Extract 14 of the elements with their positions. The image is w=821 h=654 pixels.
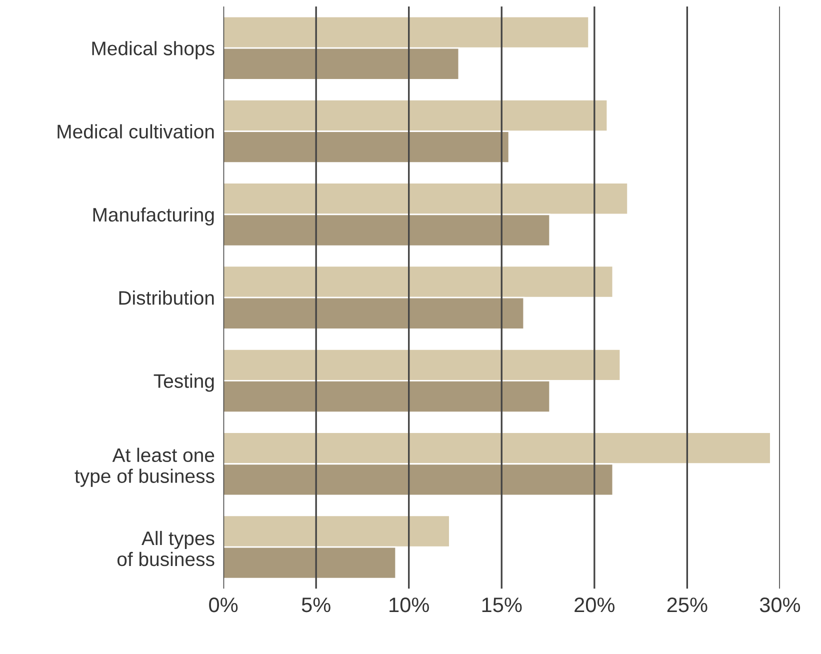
- x-tick-label: 5%: [302, 598, 330, 612]
- y-tick-label: Manufacturing: [93, 207, 214, 226]
- y-tick-label: Testing: [154, 374, 214, 392]
- x-tick-label: 25%: [667, 597, 708, 612]
- y-tick-label: Medical cultivation: [58, 124, 214, 139]
- y-tick-label: All types of business: [117, 530, 214, 566]
- y-tick-label: Medical shops: [92, 41, 214, 60]
- x-tick-label: 0%: [209, 597, 238, 612]
- y-tick-label: Distribution: [119, 290, 214, 305]
- y-tick-label: At least one type of business: [74, 448, 214, 487]
- x-tick-label: 30%: [760, 597, 800, 612]
- x-tick-label: 15%: [482, 598, 522, 612]
- x-tick-label: 10%: [390, 597, 429, 612]
- x-tick-label: 20%: [574, 597, 615, 612]
